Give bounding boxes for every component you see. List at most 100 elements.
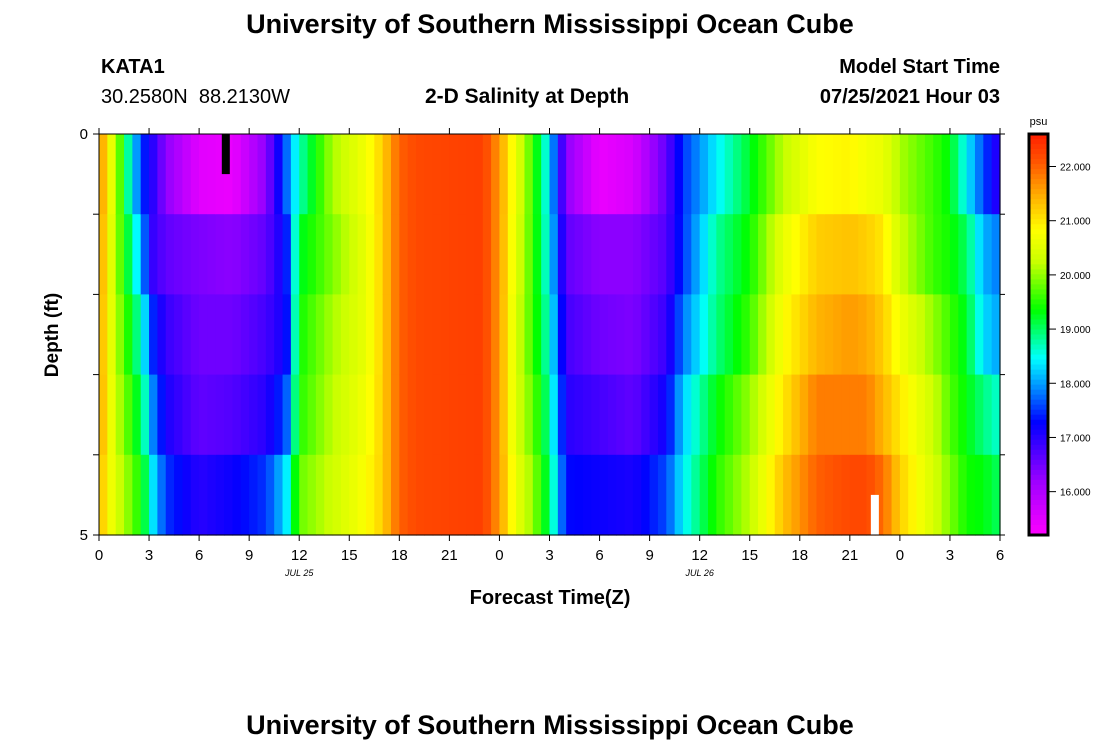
heatmap-cell [799, 214, 809, 295]
heatmap-cell [416, 454, 425, 536]
heatmap-cell [265, 374, 275, 456]
heatmap-cell [666, 214, 676, 295]
heatmap-cell [340, 454, 350, 536]
colorbar-segment [1029, 454, 1048, 461]
heatmap-cell [157, 374, 167, 456]
heatmap-cell [349, 214, 359, 295]
heatmap-cell [365, 294, 375, 376]
colorbar-segment [1029, 134, 1048, 140]
heatmap-cell [332, 134, 342, 215]
colorbar-frame [1027, 132, 1050, 537]
heatmap-cell [240, 374, 250, 456]
heatmap-cell [382, 134, 392, 215]
heatmap-cell [874, 374, 884, 456]
heatmap-cell [357, 134, 367, 215]
heatmap-cell [107, 214, 117, 295]
heatmap-cell [616, 454, 626, 536]
heatmap-cell [240, 294, 250, 376]
x-tick-label: 0 [495, 547, 503, 564]
heatmap-cell [891, 134, 901, 215]
heatmap-cell [641, 214, 651, 295]
heatmap-cell [449, 294, 459, 376]
heatmap-cell [774, 214, 784, 295]
colorbar-tick-label: 18.000 [1060, 379, 1091, 390]
heatmap-cell [140, 374, 150, 456]
heatmap-cell [399, 294, 409, 376]
colorbar-segment [1029, 139, 1048, 145]
heatmap-cell [791, 134, 801, 215]
heatmap-cell [724, 454, 734, 536]
heatmap-cell [791, 374, 801, 456]
heatmap-cell [607, 374, 617, 456]
heatmap-cell [124, 214, 133, 295]
heatmap-cell [958, 294, 968, 376]
heatmap-cell [407, 294, 417, 376]
colorbar-segment [1029, 339, 1048, 346]
heatmap-cell [491, 454, 501, 536]
heatmap-cell [507, 214, 517, 295]
heatmap-cell [991, 294, 1001, 376]
heatmap-cell [516, 214, 526, 295]
heatmap-cell [115, 294, 125, 376]
colorbar-segment [1029, 169, 1048, 175]
heatmap-cell [808, 134, 818, 215]
colorbar-segment [1029, 354, 1048, 361]
heatmap-cell [557, 214, 567, 295]
heatmap-cell [290, 454, 300, 536]
heatmap-cell [349, 294, 359, 376]
heatmap-cell [691, 214, 701, 295]
heatmap-cell [399, 454, 409, 536]
colorbar-segment [1029, 359, 1048, 366]
heatmap-cell [199, 134, 209, 215]
heatmap-cell [916, 134, 926, 215]
heatmap-cell [791, 214, 801, 295]
heatmap-cell [365, 374, 375, 456]
heatmap-cell [682, 134, 692, 215]
heatmap-cell [682, 214, 692, 295]
heatmap-cell [624, 214, 634, 295]
heatmap-cell [699, 374, 709, 456]
heatmap-cell [716, 134, 726, 215]
heatmap-cell [174, 294, 184, 376]
heatmap-cell [858, 214, 868, 295]
heatmap-cell [549, 214, 559, 295]
heatmap-cell [849, 294, 859, 376]
heatmap-cell [224, 294, 234, 376]
colorbar-tick-label: 20.000 [1060, 271, 1091, 282]
x-axis-label: Forecast Time(Z) [470, 587, 631, 609]
heatmap-cell [649, 134, 659, 215]
heatmap-cell [466, 374, 476, 456]
colorbar-segment [1029, 504, 1048, 511]
heatmap-cell [541, 294, 551, 376]
heatmap-cell [591, 134, 601, 215]
heatmap-cell [357, 454, 367, 536]
heatmap-cell [949, 134, 959, 215]
colorbar-segment [1029, 419, 1048, 426]
heatmap-cell [674, 374, 684, 456]
heatmap-cell [165, 454, 175, 536]
heatmap-cell [282, 134, 292, 215]
heatmap-cell [924, 374, 934, 456]
heatmap-cell [899, 134, 909, 215]
heatmap-cell [824, 374, 834, 456]
heatmap-cell [399, 374, 409, 456]
heatmap-cell [841, 454, 851, 536]
heatmap-cell [149, 374, 158, 456]
heatmap-cell [899, 374, 909, 456]
heatmap-cell [132, 374, 142, 456]
colorbar-segment [1029, 424, 1048, 431]
x-tick-label: 0 [95, 547, 103, 564]
colorbar-segment [1029, 524, 1048, 531]
heatmap-cell [682, 454, 692, 536]
colorbar-segment [1029, 414, 1048, 421]
heatmap-cell [365, 134, 375, 215]
heatmap-cell [516, 454, 526, 536]
heatmap-cell [424, 214, 434, 295]
heatmap-cell [933, 134, 943, 215]
heatmap-cell [774, 374, 784, 456]
heatmap-cell [549, 454, 559, 536]
colorbar-segment [1029, 224, 1048, 230]
colorbar-segment [1029, 464, 1048, 471]
colorbar-segment [1029, 144, 1048, 150]
heatmap-cell [224, 374, 234, 456]
